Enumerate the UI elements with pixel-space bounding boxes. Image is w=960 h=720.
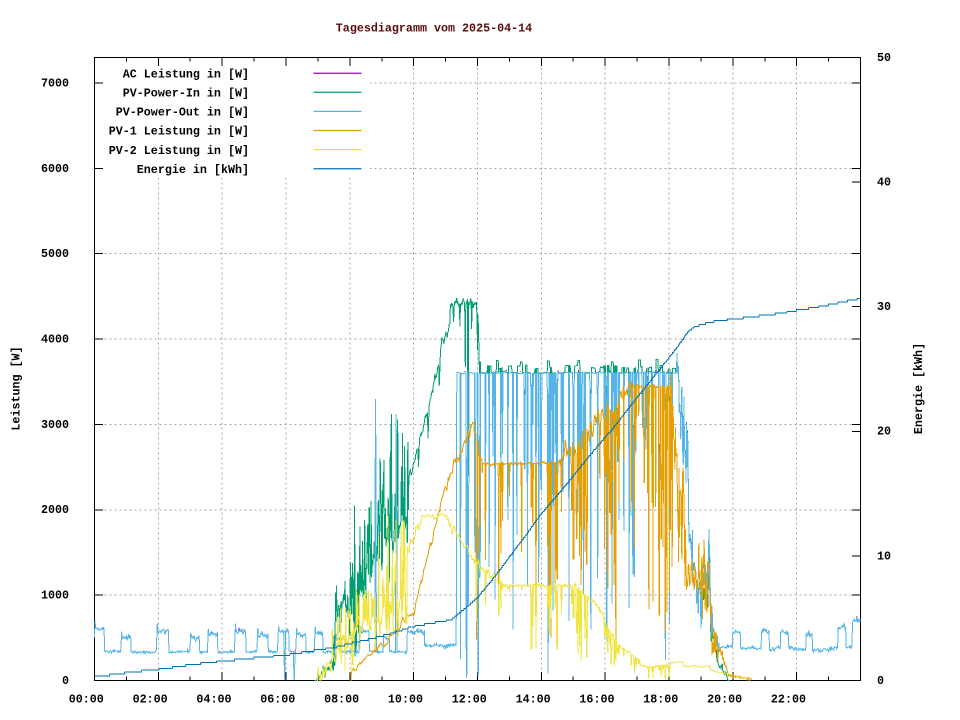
svg-text:08:00: 08:00 <box>324 693 359 707</box>
svg-text:PV-Power-In in [W]: PV-Power-In in [W] <box>123 87 249 101</box>
svg-text:30: 30 <box>877 300 891 314</box>
svg-text:04:00: 04:00 <box>196 693 231 707</box>
svg-text:PV-2 Leistung in [W]: PV-2 Leistung in [W] <box>109 144 249 158</box>
svg-text:20: 20 <box>877 425 891 439</box>
svg-text:6000: 6000 <box>41 162 69 176</box>
svg-text:16:00: 16:00 <box>579 693 614 707</box>
svg-text:2000: 2000 <box>41 503 69 517</box>
svg-text:14:00: 14:00 <box>516 693 551 707</box>
svg-text:20:00: 20:00 <box>707 693 742 707</box>
svg-text:0: 0 <box>877 674 884 688</box>
svg-text:10:00: 10:00 <box>388 693 423 707</box>
svg-text:Leistung [W]: Leistung [W] <box>10 346 24 430</box>
svg-text:PV-Power-Out in [W]: PV-Power-Out in [W] <box>116 106 249 120</box>
svg-text:4000: 4000 <box>41 332 69 346</box>
svg-text:5000: 5000 <box>41 247 69 261</box>
svg-text:Energie [kWh]: Energie [kWh] <box>912 343 926 434</box>
svg-text:00:00: 00:00 <box>69 693 104 707</box>
svg-text:Energie in [kWh]: Energie in [kWh] <box>137 163 249 177</box>
svg-text:18:00: 18:00 <box>643 693 678 707</box>
svg-text:22:00: 22:00 <box>771 693 806 707</box>
svg-text:12:00: 12:00 <box>452 693 487 707</box>
svg-text:50: 50 <box>877 51 891 65</box>
svg-text:Tagesdiagramm vom 2025-04-14: Tagesdiagramm vom 2025-04-14 <box>336 22 532 36</box>
svg-text:PV-1 Leistung in [W]: PV-1 Leistung in [W] <box>109 125 249 139</box>
svg-text:1000: 1000 <box>41 589 69 603</box>
svg-text:02:00: 02:00 <box>133 693 168 707</box>
svg-text:7000: 7000 <box>41 76 69 90</box>
svg-text:06:00: 06:00 <box>260 693 295 707</box>
svg-text:10: 10 <box>877 549 891 563</box>
svg-text:40: 40 <box>877 176 891 190</box>
svg-text:AC Leistung in [W]: AC Leistung in [W] <box>123 67 249 81</box>
svg-text:0: 0 <box>62 674 69 688</box>
svg-text:3000: 3000 <box>41 418 69 432</box>
